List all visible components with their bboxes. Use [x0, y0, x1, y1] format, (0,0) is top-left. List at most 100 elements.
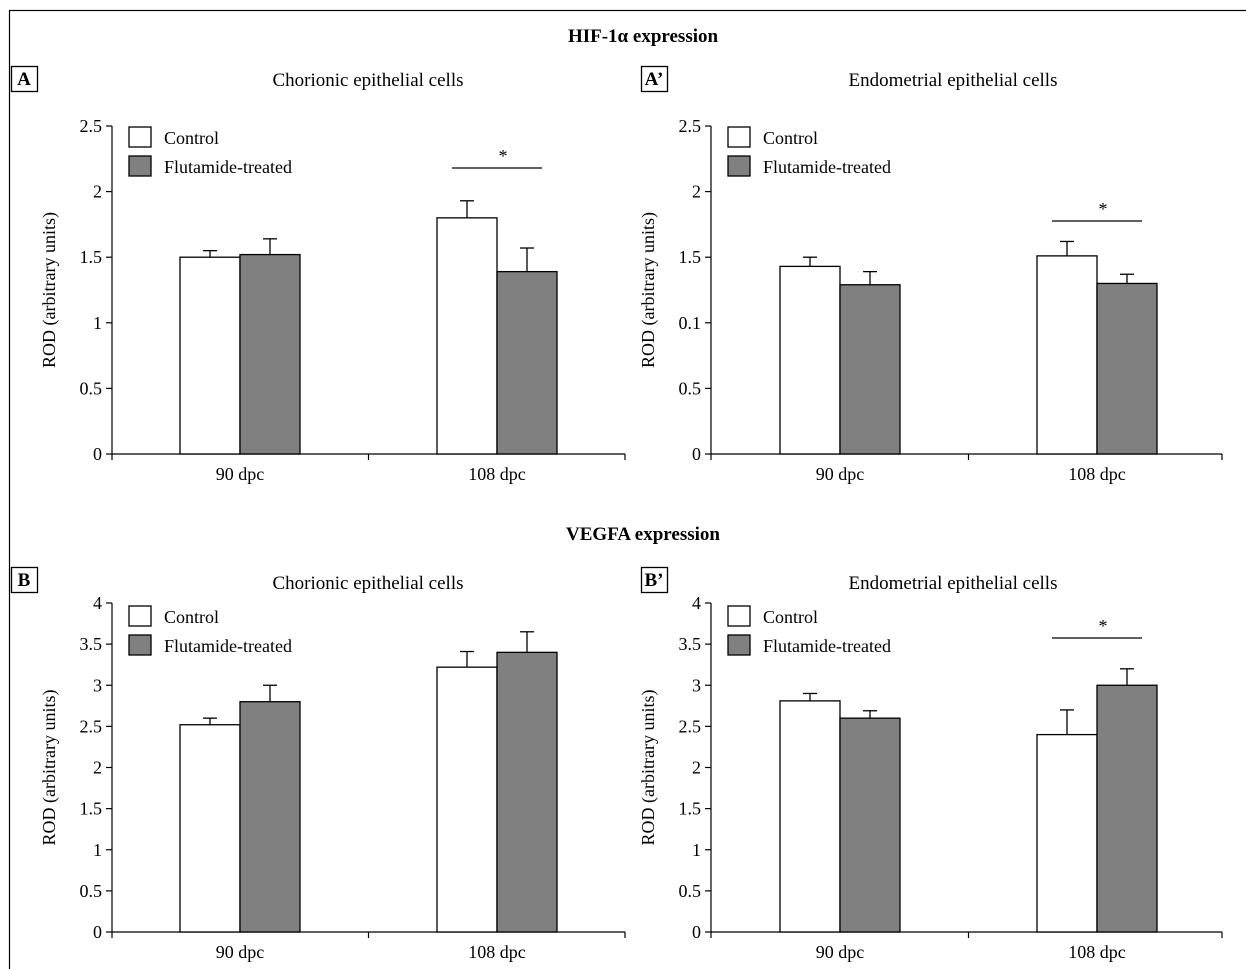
y-tick-label: 1 — [93, 313, 102, 333]
bar — [496, 651, 558, 933]
bar — [779, 700, 841, 933]
legend-swatch — [128, 634, 152, 656]
y-tick-label: 2 — [692, 182, 701, 202]
significance-star: * — [1099, 199, 1108, 219]
y-tick-label: 2.5 — [80, 716, 103, 736]
panel-a-prime: A’ Endometrial epithelial cells 0 0.5 0.1 1.5… — [638, 65, 1223, 484]
y-tick-label: 3 — [692, 675, 701, 695]
bar — [1036, 255, 1098, 455]
legend-swatch — [128, 126, 152, 148]
y-tick-label: 2 — [93, 758, 102, 778]
y-tick-label: 1.5 — [80, 247, 103, 267]
legend-label: Control — [164, 607, 219, 627]
panel-label-box — [640, 566, 669, 594]
y-tick-label: 1.5 — [80, 799, 103, 819]
legend-label: Flutamide-treated — [763, 636, 891, 656]
legend-swatch — [727, 155, 751, 177]
y-tick-label: 3 — [93, 675, 102, 695]
panel-label-text: A’ — [645, 69, 664, 90]
panel-label-box — [640, 65, 669, 93]
panel-label-box — [10, 65, 39, 93]
panel-b-prime: B’ Endometrial epithelial cells 0 0.5 1 1.5 2 2… — [638, 566, 1223, 962]
bar — [239, 701, 301, 933]
legend-label: Flutamide-treated — [164, 157, 292, 177]
chart-title: Endometrial epithelial cells — [849, 70, 1058, 91]
panel-label: A — [10, 65, 39, 93]
legend-label: Flutamide-treated — [763, 157, 891, 177]
bar — [1096, 282, 1158, 455]
x-category-label: 108 dpc — [468, 464, 526, 484]
bar — [179, 724, 241, 933]
bar — [436, 217, 498, 455]
bar — [1036, 733, 1098, 933]
y-tick-label: 0.1 — [679, 313, 702, 333]
y-tick-label: 0.5 — [80, 881, 103, 901]
y-tick-label: 1 — [692, 840, 701, 860]
panel-b: B Chorionic epithelial cells 0 0.5 1 1.5 2 2.5 3… — [10, 566, 626, 962]
row-title-vegfa: VEGFA expression — [566, 524, 720, 545]
y-tick-label: 0.5 — [80, 378, 103, 398]
panel-label: B — [10, 566, 39, 594]
row-title-hif: HIF-1α expression — [568, 26, 719, 47]
x-category-label: 108 dpc — [468, 942, 526, 962]
bar — [779, 265, 841, 455]
panel-label-box — [10, 566, 39, 594]
chart-title: Endometrial epithelial cells — [849, 573, 1058, 594]
legend-label: Control — [164, 128, 219, 148]
y-tick-label: 2.5 — [80, 116, 103, 136]
bar — [1096, 684, 1158, 933]
panel-label: A’ — [640, 65, 669, 93]
bar — [179, 256, 241, 455]
y-tick-label: 0 — [93, 444, 102, 464]
chart-title: Chorionic epithelial cells — [272, 70, 463, 91]
legend-label: Control — [763, 607, 818, 627]
y-tick-label: 3.5 — [679, 634, 702, 654]
x-category-label: 90 dpc — [816, 942, 865, 962]
y-tick-label: 1.5 — [679, 247, 702, 267]
y-axis-title: ROD (arbitrary units) — [638, 212, 659, 368]
y-axis-title: ROD (arbitrary units) — [638, 690, 659, 846]
legend-label: Control — [763, 128, 818, 148]
x-category-label: 90 dpc — [216, 942, 265, 962]
chart-title: Chorionic epithelial cells — [272, 573, 463, 594]
x-category-label: 90 dpc — [816, 464, 865, 484]
significance-star: * — [1099, 616, 1108, 636]
y-tick-label: 2.5 — [679, 716, 702, 736]
y-tick-label: 0 — [692, 922, 701, 942]
y-tick-label: 1 — [93, 840, 102, 860]
bar — [436, 666, 498, 933]
bar — [239, 253, 301, 455]
y-tick-label: 0.5 — [679, 378, 702, 398]
panel-label-text: B — [18, 570, 31, 591]
significance-star: * — [499, 146, 508, 166]
legend-swatch — [128, 605, 152, 627]
y-tick-label: 2 — [692, 758, 701, 778]
x-category-label: 108 dpc — [1068, 942, 1126, 962]
legend-swatch — [727, 605, 751, 627]
y-tick-label: 1.5 — [679, 799, 702, 819]
bar — [496, 270, 558, 455]
y-tick-label: 0 — [692, 444, 701, 464]
y-axis-title: ROD (arbitrary units) — [39, 690, 60, 846]
bar — [839, 717, 901, 933]
panel-a: A Chorionic epithelial cells 0 0.5 1 1.5 2 2.5 R… — [10, 65, 626, 484]
legend-swatch — [727, 126, 751, 148]
legend-label: Flutamide-treated — [164, 636, 292, 656]
y-tick-label: 0.5 — [679, 881, 702, 901]
x-category-label: 108 dpc — [1068, 464, 1126, 484]
y-tick-label: 4 — [93, 593, 102, 613]
y-axis-title: ROD (arbitrary units) — [39, 212, 60, 368]
legend-swatch — [128, 155, 152, 177]
y-tick-label: 2 — [93, 182, 102, 202]
panel-label: B’ — [640, 566, 669, 594]
y-tick-label: 4 — [692, 593, 701, 613]
figure-frame — [8, 9, 1246, 969]
x-category-label: 90 dpc — [216, 464, 265, 484]
legend-swatch — [727, 634, 751, 656]
y-tick-label: 2.5 — [679, 116, 702, 136]
panel-label-text: B’ — [645, 570, 664, 591]
y-tick-label: 3.5 — [80, 634, 103, 654]
y-tick-label: 0 — [93, 922, 102, 942]
panel-label-text: A — [17, 69, 31, 90]
